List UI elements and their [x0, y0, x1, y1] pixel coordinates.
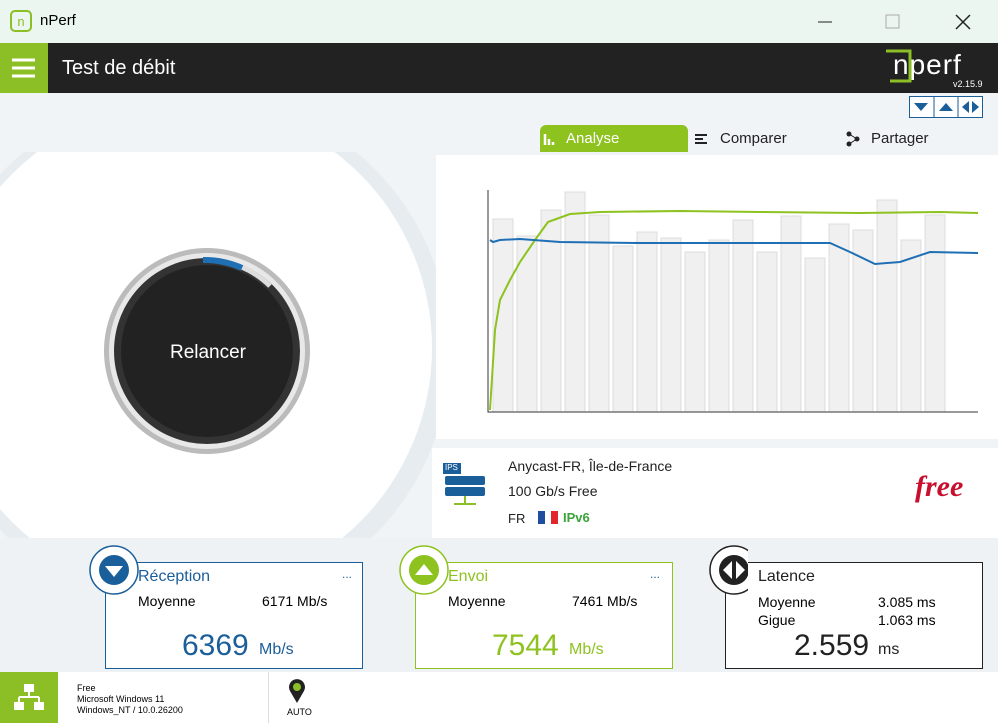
- version: v2.15.9: [953, 79, 983, 89]
- server-icon-label: IPS: [445, 463, 458, 472]
- row-label: Gigue: [758, 612, 796, 628]
- window-title: nPerf: [40, 12, 76, 29]
- row-label: Moyenne: [758, 594, 816, 610]
- restart-button[interactable]: [102, 246, 312, 456]
- card-unit: Mb/s: [569, 641, 604, 658]
- isp-logo: free: [915, 470, 964, 503]
- server-icon: [443, 463, 485, 505]
- logo-mark: [886, 49, 912, 83]
- card-more[interactable]: ...: [650, 567, 661, 581]
- window-controls[interactable]: [810, 10, 980, 34]
- app-icon: n: [10, 10, 32, 32]
- logo: nperf: [893, 49, 962, 80]
- card-value: 6369: [182, 629, 249, 662]
- title-bar: n nPerf: [0, 0, 998, 43]
- location-pin[interactable]: [287, 678, 307, 704]
- card-envoi: Envoi ... Moyenne 7461 Mb/s 7544 Mb/s: [415, 562, 673, 669]
- card-title: Envoi: [448, 568, 489, 585]
- footer-isp: Free: [77, 683, 96, 693]
- footer-divider: [268, 672, 269, 723]
- server-capacity: 100 Gb/s Free: [508, 483, 598, 499]
- server-panel: [432, 448, 998, 538]
- ipv6-badge: IPv6: [563, 510, 590, 525]
- toolbar: Analyse Comparer Partager: [0, 93, 998, 155]
- header-title: Test de débit: [62, 57, 176, 79]
- row-label: Moyenne: [138, 593, 196, 609]
- flag: [538, 511, 558, 524]
- server-location: Anycast-FR, Île-de-France: [508, 458, 673, 474]
- speed-graph: [487, 190, 979, 413]
- view-buttons[interactable]: [909, 96, 983, 118]
- card-latence: Latence Moyenne 3.085 ms Gigue 1.063 ms …: [725, 562, 983, 669]
- row-value: 1.063 ms: [878, 612, 936, 628]
- tab-label: Partager: [871, 130, 929, 147]
- restart-label: Relancer: [169, 342, 247, 363]
- card-value: 2.559: [794, 629, 870, 662]
- card-unit: Mb/s: [259, 641, 294, 658]
- footer: Free Microsoft Windows 11 Windows_NT / 1…: [0, 672, 998, 723]
- row-label: Moyenne: [448, 593, 506, 609]
- card-title: Réception: [138, 568, 211, 585]
- tab-partager[interactable]: Partager: [871, 125, 998, 152]
- tab-label: Analyse: [566, 130, 620, 147]
- card-icons: [89, 545, 748, 595]
- row-value: 3.085 ms: [878, 594, 936, 610]
- tab-icons: [543, 131, 860, 147]
- card-reception: Réception ... Moyenne 6171 Mb/s 6369 Mb/…: [105, 562, 363, 669]
- tab-label: Comparer: [720, 130, 787, 147]
- network-icon: [0, 672, 58, 723]
- tab-comparer[interactable]: Comparer: [720, 125, 870, 152]
- menu-button[interactable]: [0, 43, 48, 93]
- row-value: 6171 Mb/s: [262, 593, 328, 609]
- tab-analyse[interactable]: Analyse: [540, 125, 688, 152]
- row-value: 7461 Mb/s: [572, 593, 638, 609]
- footer-mode: AUTO: [287, 707, 312, 717]
- card-title: Latence: [758, 568, 815, 585]
- card-unit: ms: [878, 641, 900, 658]
- footer-kernel: Windows_NT / 10.0.26200: [77, 705, 183, 715]
- footer-os: Microsoft Windows 11: [77, 694, 165, 704]
- card-value: 7544: [492, 629, 559, 662]
- svg-text:n: n: [17, 14, 24, 29]
- card-more[interactable]: ...: [342, 567, 353, 581]
- server-country: FR: [508, 511, 526, 526]
- header: Test de débit nperf v2.15.9: [0, 43, 998, 93]
